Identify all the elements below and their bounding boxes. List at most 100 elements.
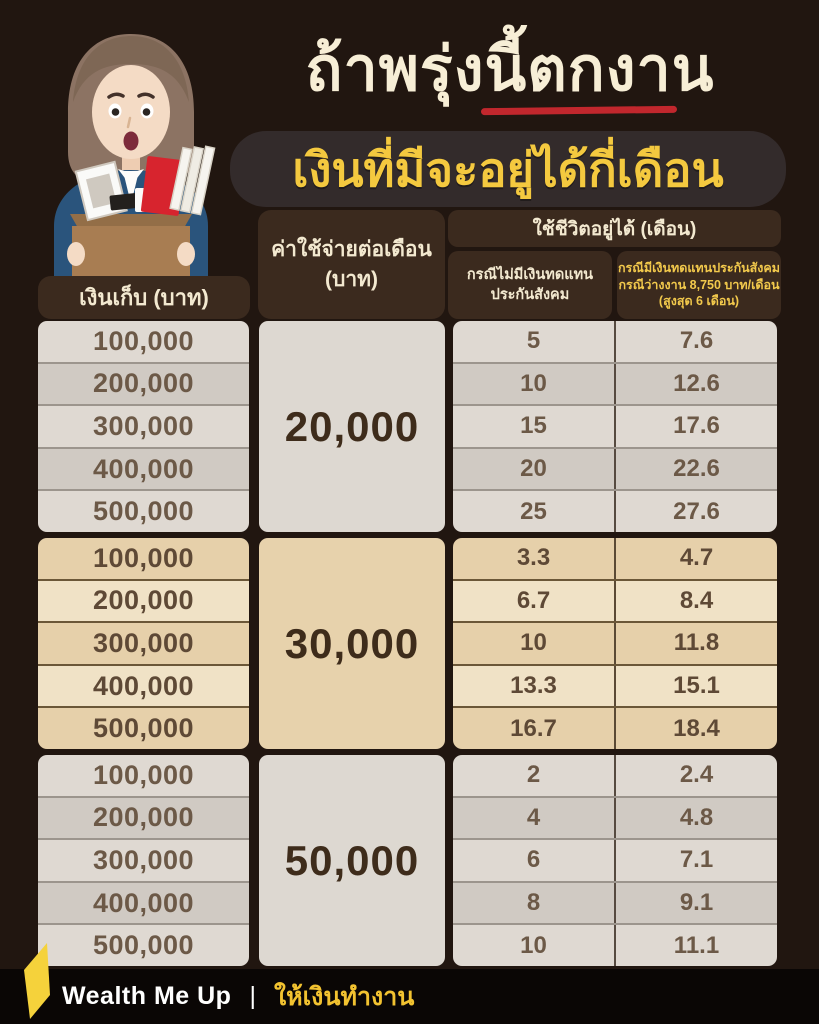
footer-bar: Wealth Me Up | ให้เงินทำงาน <box>0 969 819 1024</box>
savings-cell: 500,000 <box>38 706 249 749</box>
months-with-comp-cell: 11.8 <box>614 623 777 664</box>
savings-cell: 500,000 <box>38 489 249 532</box>
months-with-comp-cell: 7.1 <box>614 840 777 881</box>
months-no-comp-cell: 25 <box>520 497 547 525</box>
months-row: 16.7 18.4 <box>453 706 777 749</box>
months-no-comp-cell: 6.7 <box>516 586 551 614</box>
with-comp-header-line3: (สูงสุด 6 เดือน) <box>658 294 740 309</box>
months-no-comp-cell: 8 <box>526 889 541 917</box>
savings-column: 100,000 200,000 300,000 400,000 500,000 <box>38 321 249 532</box>
months-no-comp-cell: 4 <box>526 803 541 831</box>
right-eyebrow <box>137 92 155 99</box>
right-hand <box>177 242 195 266</box>
months-no-comp-cell: 20 <box>520 455 547 483</box>
months-no-comp-cell: 10 <box>520 629 547 657</box>
months-with-comp-cell: 4.8 <box>614 797 777 839</box>
savings-cell: 400,000 <box>38 663 249 707</box>
months-row: 6.7 8.4 <box>453 578 777 622</box>
table-section: 100,000 200,000 300,000 400,000 500,000 50,00… <box>38 755 777 966</box>
face <box>92 65 170 159</box>
expense-value: 50,000 <box>284 836 420 884</box>
months-with-comp-cell: 17.6 <box>614 406 777 447</box>
column-header-no-compensation: กรณีไม่มีเงินทดแทน ประกันสังคม <box>448 251 612 319</box>
expense-column: 20,000 <box>259 321 445 532</box>
months-with-comp-cell: 8.4 <box>614 580 777 622</box>
savings-cell: 100,000 <box>38 755 249 796</box>
months-row: 5 7.6 <box>453 321 777 362</box>
months-with-comp-cell: 12.6 <box>614 363 777 405</box>
months-no-comp-cell: 15 <box>520 412 547 440</box>
shirt <box>123 171 139 204</box>
savings-cell: 300,000 <box>38 404 249 447</box>
months-with-comp-cell: 11.1 <box>614 925 777 966</box>
months-row: 10 11.8 <box>453 621 777 664</box>
months-row: 25 27.6 <box>453 489 777 532</box>
months-no-comp-cell: 16.7 <box>510 714 557 742</box>
column-header-with-compensation: กรณีมีเงินทดแทนประกันสังคม กรณีว่างงาน 8… <box>617 251 781 319</box>
months-no-comp-cell: 10 <box>520 369 547 397</box>
left-hand <box>67 242 85 266</box>
right-pupil <box>142 108 151 116</box>
savings-column: 100,000 200,000 300,000 400,000 500,000 <box>38 755 249 966</box>
column-header-savings: เงินเก็บ (บาท) <box>38 276 250 319</box>
months-columns: 5 7.6 10 12.6 15 17.6 20 22.6 25 27.6 <box>453 321 777 532</box>
table-body: 100,000 200,000 300,000 400,000 500,000 20,00… <box>38 321 777 966</box>
months-row: 8 9.1 <box>453 880 777 924</box>
subtitle-text: เงินที่มีจะอยู่ได้กี่เดือน <box>292 142 724 196</box>
mouth-open <box>123 131 139 151</box>
months-with-comp-cell: 22.6 <box>614 448 777 490</box>
page-title: ถ้าพรุ่งนี้ตกงาน <box>305 35 715 103</box>
savings-cell: 200,000 <box>38 795 249 839</box>
savings-cell: 100,000 <box>38 538 249 579</box>
with-comp-header-line1: กรณีมีเงินทดแทนประกันสังคม <box>617 260 781 275</box>
column-header-expense: ค่าใช้จ่ายต่อเดือน (บาท) <box>258 210 445 319</box>
left-pupil <box>111 108 120 116</box>
months-with-comp-cell: 4.7 <box>614 538 777 579</box>
table-section: 100,000 200,000 300,000 400,000 500,000 30,00… <box>38 538 777 749</box>
months-row: 10 11.1 <box>453 923 777 966</box>
hair-fringe <box>73 36 189 102</box>
expense-value: 30,000 <box>284 619 420 667</box>
months-no-comp-cell: 10 <box>520 931 547 959</box>
subtitle-banner: เงินที่มีจะอยู่ได้กี่เดือน <box>230 131 786 207</box>
months-columns: 3.3 4.7 6.7 8.4 10 11.8 13.3 15.1 16.7 18.4 <box>453 538 777 749</box>
months-with-comp-cell: 9.1 <box>614 882 777 924</box>
expense-header-line2: (บาท) <box>325 267 378 291</box>
footer-separator: | <box>249 982 256 1010</box>
brand-name: Wealth Me Up <box>62 982 232 1010</box>
expense-column: 50,000 <box>259 755 445 966</box>
months-with-comp-cell: 15.1 <box>614 665 777 707</box>
months-with-comp-cell: 7.6 <box>614 321 777 362</box>
months-no-comp-cell: 6 <box>526 846 541 874</box>
savings-column: 100,000 200,000 300,000 400,000 500,000 <box>38 538 249 749</box>
months-row: 13.3 15.1 <box>453 663 777 707</box>
months-row: 2 2.4 <box>453 755 777 796</box>
column-header-months: ใช้ชีวิตอยู่ได้ (เดือน) <box>448 210 781 247</box>
no-comp-header-line2: ประกันสังคม <box>490 287 570 303</box>
no-comp-header-line1: กรณีไม่มีเงินทดแทน <box>466 266 594 283</box>
months-columns: 2 2.4 4 4.8 6 7.1 8 9.1 10 11.1 <box>453 755 777 966</box>
expense-header-line1: ค่าใช้จ่ายต่อเดือน <box>271 238 432 262</box>
months-row: 20 22.6 <box>453 446 777 490</box>
savings-cell: 200,000 <box>38 578 249 622</box>
months-row: 15 17.6 <box>453 404 777 447</box>
nose <box>126 116 132 129</box>
months-with-comp-cell: 27.6 <box>614 491 777 532</box>
months-no-comp-cell: 13.3 <box>510 672 557 700</box>
laid-off-woman-illustration <box>54 34 216 282</box>
brand-tagline: ให้เงินทำงาน <box>273 982 415 1011</box>
books <box>169 145 216 216</box>
months-no-comp-cell: 2 <box>526 761 541 789</box>
table-section: 100,000 200,000 300,000 400,000 500,000 20,00… <box>38 321 777 532</box>
months-row: 3.3 4.7 <box>453 538 777 579</box>
savings-cell: 100,000 <box>38 321 249 362</box>
cardboard-box <box>72 226 190 282</box>
stapler <box>109 192 143 211</box>
savings-cell: 400,000 <box>38 880 249 924</box>
expense-column: 30,000 <box>259 538 445 749</box>
savings-cell: 400,000 <box>38 446 249 490</box>
months-no-comp-cell: 5 <box>526 327 541 355</box>
months-row: 10 12.6 <box>453 361 777 405</box>
months-with-comp-cell: 2.4 <box>614 755 777 796</box>
